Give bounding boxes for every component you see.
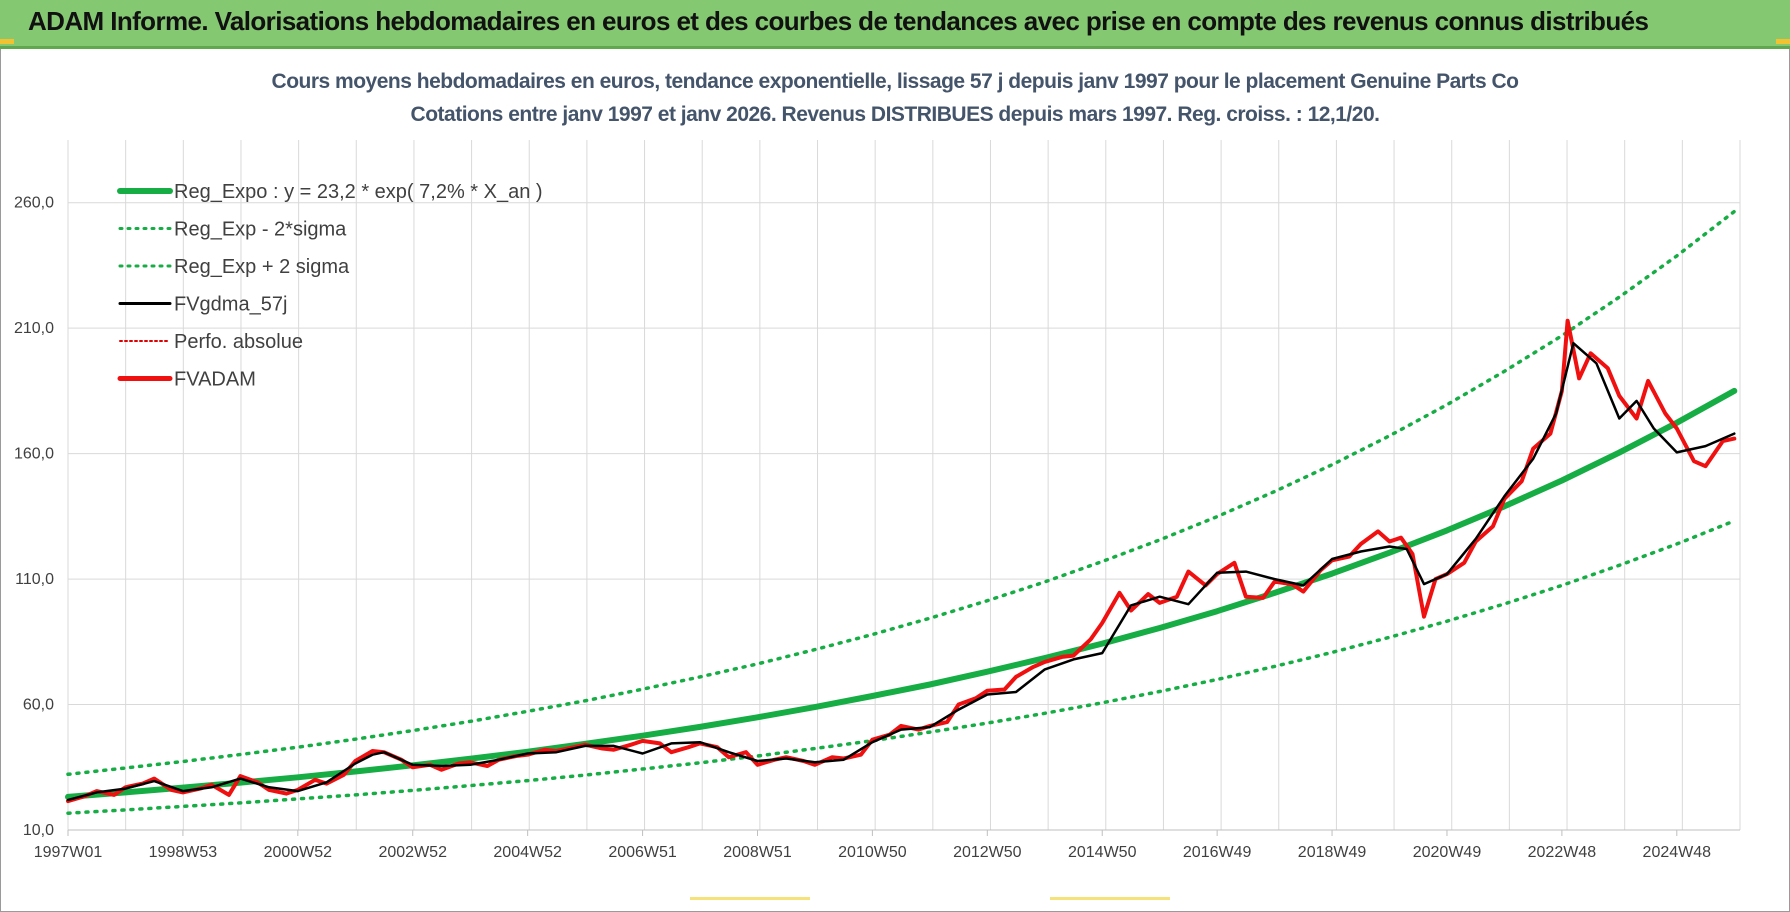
legend-label: FVgdma_57j	[174, 294, 287, 316]
y-tick-label: 110,0	[15, 571, 54, 588]
y-tick-label: 60,0	[23, 697, 54, 714]
x-tick-label: 2004W52	[493, 844, 562, 861]
x-tick-label: 2014W50	[1068, 844, 1137, 861]
y-tick-label: 160,0	[14, 446, 54, 463]
corner-marker	[0, 39, 14, 44]
banner-title: ADAM Informe. Valorisations hebdomadaire…	[28, 6, 1649, 36]
x-tick-label: 2018W49	[1298, 844, 1367, 861]
x-tick-label: 2002W52	[378, 844, 447, 861]
legend-label: FVADAM	[174, 369, 256, 391]
y-tick-label: 10,0	[23, 822, 54, 839]
legend-label: Reg_Exp + 2 sigma	[174, 256, 350, 278]
x-tick-label: 2020W49	[1413, 844, 1482, 861]
x-tick-label: 2010W50	[838, 844, 907, 861]
x-tick-label: 2016W49	[1183, 844, 1252, 861]
x-tick-label: 1998W53	[149, 844, 218, 861]
x-tick-label: 2006W51	[608, 844, 677, 861]
series-reg-exp-minus-2sigma	[66, 519, 1737, 815]
y-tick-label: 210,0	[14, 320, 54, 337]
corner-marker	[1776, 39, 1790, 44]
x-tick-label: 2024W48	[1643, 844, 1712, 861]
legend-label: Perfo. absolue	[174, 331, 303, 353]
chart-subtitle-line-2: Cotations entre janv 1997 et janv 2026. …	[410, 103, 1380, 126]
x-tick-label: 2012W50	[953, 844, 1022, 861]
legend-label: Reg_Expo : y = 23,2 * exp( 7,2% * X_an )	[174, 181, 543, 203]
x-tick-label: 2000W52	[264, 844, 333, 861]
x-tick-label: 1997W01	[34, 844, 103, 861]
x-tick-label: 2008W51	[723, 844, 792, 861]
bottom-accent	[1050, 897, 1170, 900]
title-banner: ADAM Informe. Valorisations hebdomadaire…	[0, 0, 1790, 49]
series-fvgdma-57j	[66, 341, 1736, 802]
series-reg-exp-plus-2sigma	[66, 209, 1737, 777]
x-tick-label: 2022W48	[1528, 844, 1597, 861]
chart-subtitle-line-1: Cours moyens hebdomadaires en euros, ten…	[271, 70, 1519, 93]
y-tick-label: 260,0	[14, 195, 54, 212]
bottom-accent	[690, 897, 810, 900]
legend-label: Reg_Exp - 2*sigma	[174, 219, 347, 241]
